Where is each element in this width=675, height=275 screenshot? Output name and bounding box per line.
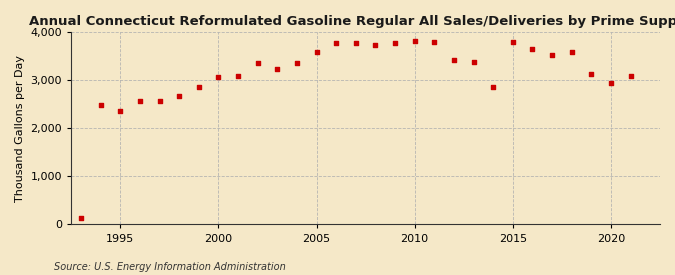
Point <box>586 72 597 76</box>
Y-axis label: Thousand Gallons per Day: Thousand Gallons per Day <box>15 55 25 202</box>
Point <box>292 61 302 65</box>
Point <box>272 66 283 71</box>
Point <box>527 46 538 51</box>
Point <box>134 99 145 103</box>
Point <box>468 60 479 64</box>
Point <box>331 41 342 46</box>
Point <box>350 41 361 46</box>
Text: Source: U.S. Energy Information Administration: Source: U.S. Energy Information Administ… <box>54 262 286 272</box>
Point <box>625 73 636 78</box>
Title: Annual Connecticut Reformulated Gasoline Regular All Sales/Deliveries by Prime S: Annual Connecticut Reformulated Gasoline… <box>29 15 675 28</box>
Point <box>76 216 86 221</box>
Point <box>233 73 244 78</box>
Point <box>605 81 616 85</box>
Point <box>252 60 263 65</box>
Point <box>311 50 322 54</box>
Point <box>488 85 499 89</box>
Point <box>370 43 381 47</box>
Point <box>115 109 126 113</box>
Point <box>193 85 204 89</box>
Point <box>154 99 165 103</box>
Point <box>508 40 518 44</box>
Point <box>95 103 106 107</box>
Point <box>389 41 400 45</box>
Point <box>429 40 439 44</box>
Point <box>173 94 184 99</box>
Point <box>448 58 459 62</box>
Point <box>213 75 224 79</box>
Point <box>409 39 420 43</box>
Point <box>547 53 558 57</box>
Point <box>566 50 577 54</box>
